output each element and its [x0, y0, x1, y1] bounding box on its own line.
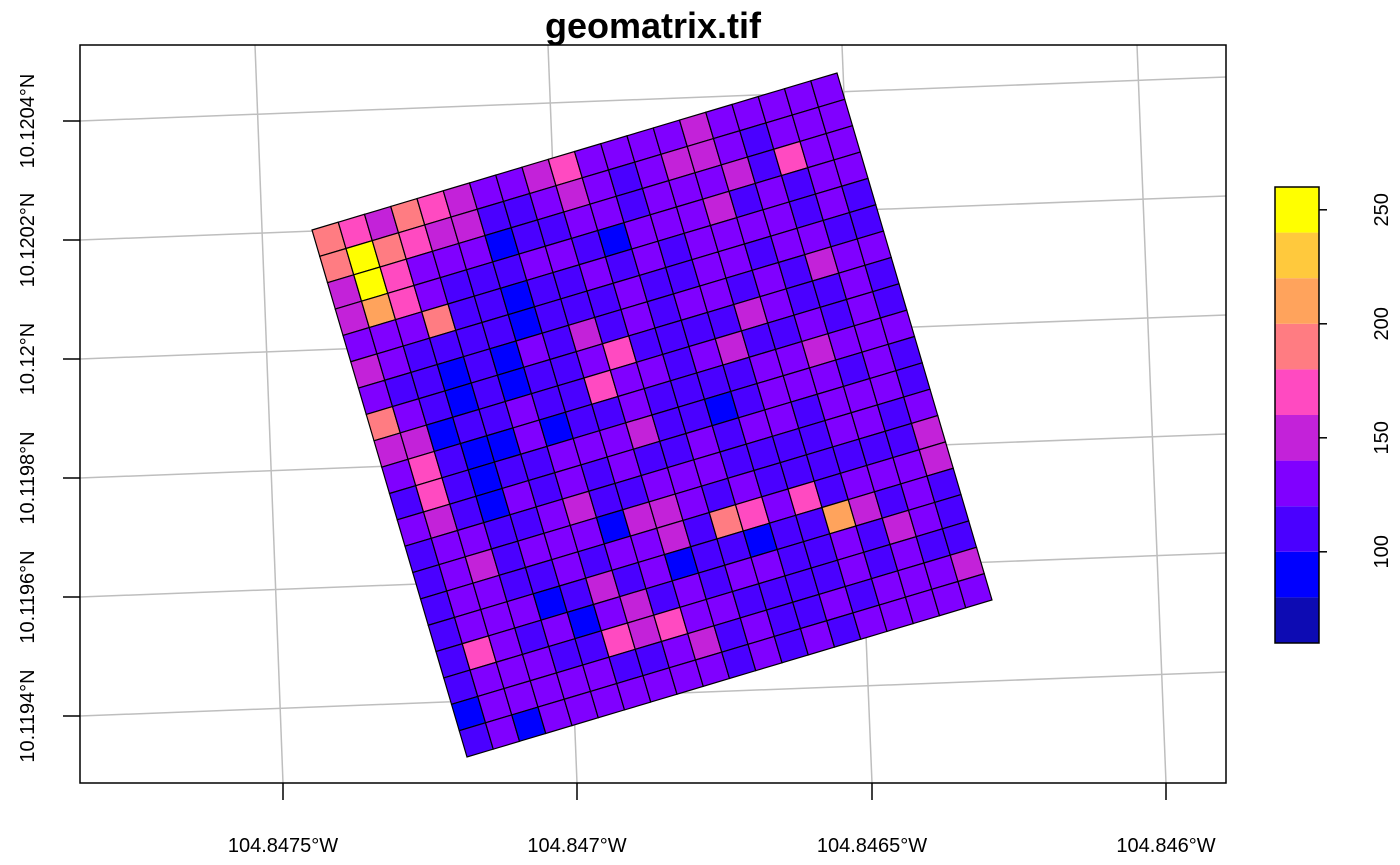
plot-frame — [79, 44, 1227, 784]
legend-tick-label: 250 — [1371, 193, 1393, 226]
legend-swatch — [1275, 323, 1319, 370]
x-tick-label: 104.8475°W — [228, 835, 338, 857]
legend-swatch — [1275, 232, 1319, 279]
legend-swatch — [1275, 187, 1319, 233]
grid-line — [79, 76, 1227, 122]
legend-tick-label: 200 — [1371, 307, 1393, 340]
legend-swatch — [1275, 460, 1319, 507]
x-axis: 104.8475°W 104.847°W 104.8465°W 104.846°W — [228, 783, 1216, 857]
y-axis: 10.1194°N 10.1196°N 10.1198°N 10.12°N 10.120… — [17, 74, 80, 763]
legend-swatch — [1275, 506, 1319, 552]
color-legend: 100 150 200 250 — [1274, 186, 1393, 644]
raster-cells — [311, 72, 993, 758]
legend-tick-label: 100 — [1371, 535, 1393, 568]
legend-frame — [1274, 186, 1320, 644]
x-tick-label: 104.8465°W — [817, 835, 927, 857]
y-tick-label: 10.1198°N — [17, 431, 39, 524]
y-tick-label: 10.1204°N — [17, 74, 39, 169]
x-tick-label: 104.846°W — [1116, 835, 1215, 857]
grid-line — [1136, 44, 1167, 784]
legend-swatch — [1275, 597, 1319, 643]
raster-cell — [957, 572, 993, 609]
y-tick-label: 10.1196°N — [17, 550, 39, 643]
legend-swatch — [1275, 551, 1319, 598]
chart-title: geomatrix.tif — [545, 5, 762, 46]
grid-line — [254, 44, 284, 784]
legend-swatch — [1275, 369, 1319, 415]
legend-swatch — [1275, 278, 1319, 324]
x-tick-label: 104.847°W — [527, 835, 626, 857]
y-tick-label: 10.12°N — [17, 323, 39, 396]
legend-swatch — [1275, 415, 1319, 461]
legend-tick-label: 150 — [1371, 421, 1393, 454]
y-tick-label: 10.1194°N — [17, 669, 39, 762]
y-tick-label: 10.1202°N — [17, 193, 39, 288]
